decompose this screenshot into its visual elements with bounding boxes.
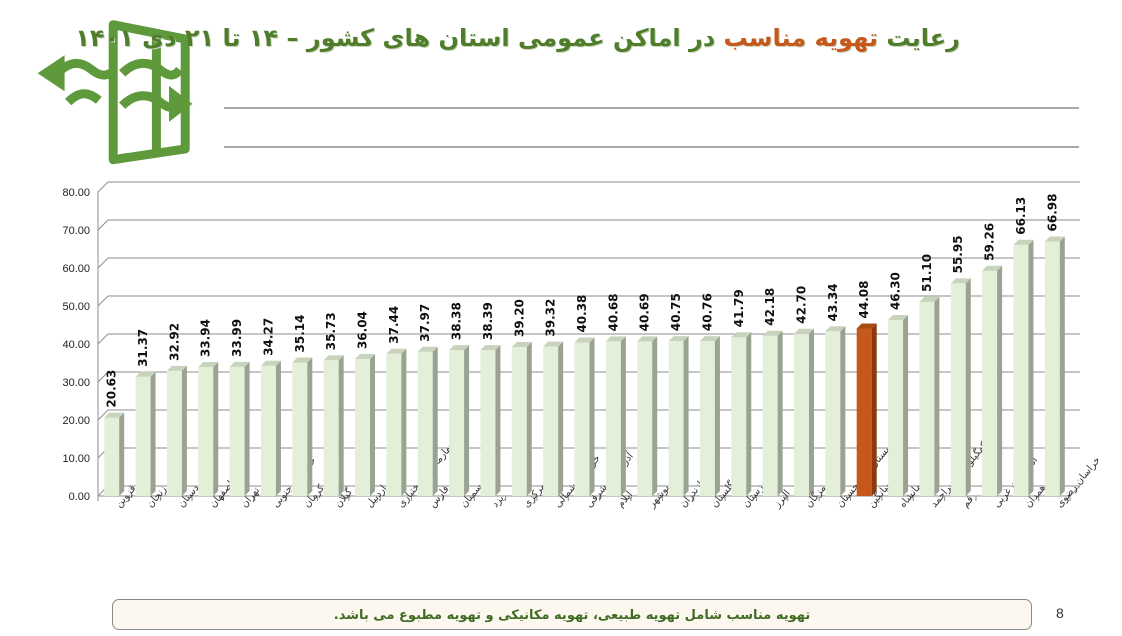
bar [731,332,752,496]
bar [605,336,626,496]
y-tick-label: 60.00 [62,263,90,275]
header-divider-bottom [224,146,1079,148]
bar [888,315,909,496]
value-label: 40.68 [606,293,620,331]
value-label: 32.92 [167,323,181,361]
bar [574,337,595,496]
value-label: 55.95 [951,235,965,273]
value-label: 31.37 [136,329,150,367]
value-label: 59.26 [983,223,997,261]
value-label: 39.20 [512,299,526,337]
value-label: 33.94 [199,319,213,357]
value-label: 43.34 [826,283,840,321]
bar [417,346,438,496]
bar [950,278,971,496]
bar [292,357,313,496]
bar [386,348,407,496]
bar [1044,236,1065,496]
bar-average [856,323,877,496]
bar [135,371,156,496]
value-label: 36.04 [356,311,370,349]
value-label: 37.44 [387,306,401,344]
bar [104,412,125,496]
bar [543,341,564,496]
bar [355,354,376,496]
y-tick-label: 30.00 [62,377,90,389]
ventilation-window-icon [37,20,193,165]
value-label: 35.14 [293,314,307,352]
y-tick-label: 40.00 [62,339,90,351]
y-tick-label: 10.00 [62,453,90,465]
value-label: 41.79 [732,289,746,327]
value-label: 33.99 [230,319,244,357]
value-label: 38.38 [450,302,464,340]
bar [793,328,814,496]
bar [982,265,1003,496]
y-tick-label: 20.00 [62,415,90,427]
page-number: 8 [1056,605,1064,621]
header-divider-top [224,107,1079,109]
bar [260,360,281,496]
title-highlight: تهویه مناسب [723,24,879,52]
value-label: 51.10 [920,254,934,292]
y-tick-label: 50.00 [62,301,90,313]
bar [166,365,187,496]
value-label: 66.13 [1014,197,1028,235]
bar [198,362,219,496]
title-prefix: رعایت [878,24,960,52]
value-label: 44.08 [857,281,871,319]
footnote-box: تهویه مناسب شامل تهویه طبیعی، تهویه مکان… [112,599,1032,630]
value-label: 20.63 [105,370,119,408]
bar [1013,239,1034,496]
bar [919,296,940,496]
value-label: 40.38 [575,295,589,333]
value-label: 37.97 [418,304,432,342]
y-tick-label: 70.00 [62,225,90,237]
bar [825,326,846,496]
bar-chart: 0.00 10.00 20.00 30.00 40.00 50.00 60.00 70.00 8… [62,181,1103,511]
y-tick-label: 0.00 [69,491,90,503]
value-label: 35.73 [324,312,338,350]
value-label: 42.70 [794,286,808,324]
bar [637,336,658,496]
bar [323,355,344,496]
value-label: 34.27 [261,318,275,356]
y-tick-label: 80.00 [62,187,90,199]
bar [511,342,532,496]
bar [668,336,689,496]
bar [480,345,501,496]
value-label: 38.39 [481,302,495,340]
bar [449,345,470,496]
bar [762,330,783,496]
title-suffix: در اماکن عمومی استان های کشور – ۱۴ تا ۲۱… [75,24,724,52]
value-label: 66.98 [1045,194,1059,232]
value-label: 39.32 [544,299,558,337]
bar [229,361,250,496]
page-title: رعایت تهویه مناسب در اماکن عمومی استان ه… [75,24,960,60]
value-label: 40.76 [700,293,714,331]
value-label: 40.75 [669,293,683,331]
value-label: 40.69 [638,293,652,331]
bar [699,336,720,496]
value-label: 46.30 [889,272,903,310]
value-label: 42.18 [763,288,777,326]
